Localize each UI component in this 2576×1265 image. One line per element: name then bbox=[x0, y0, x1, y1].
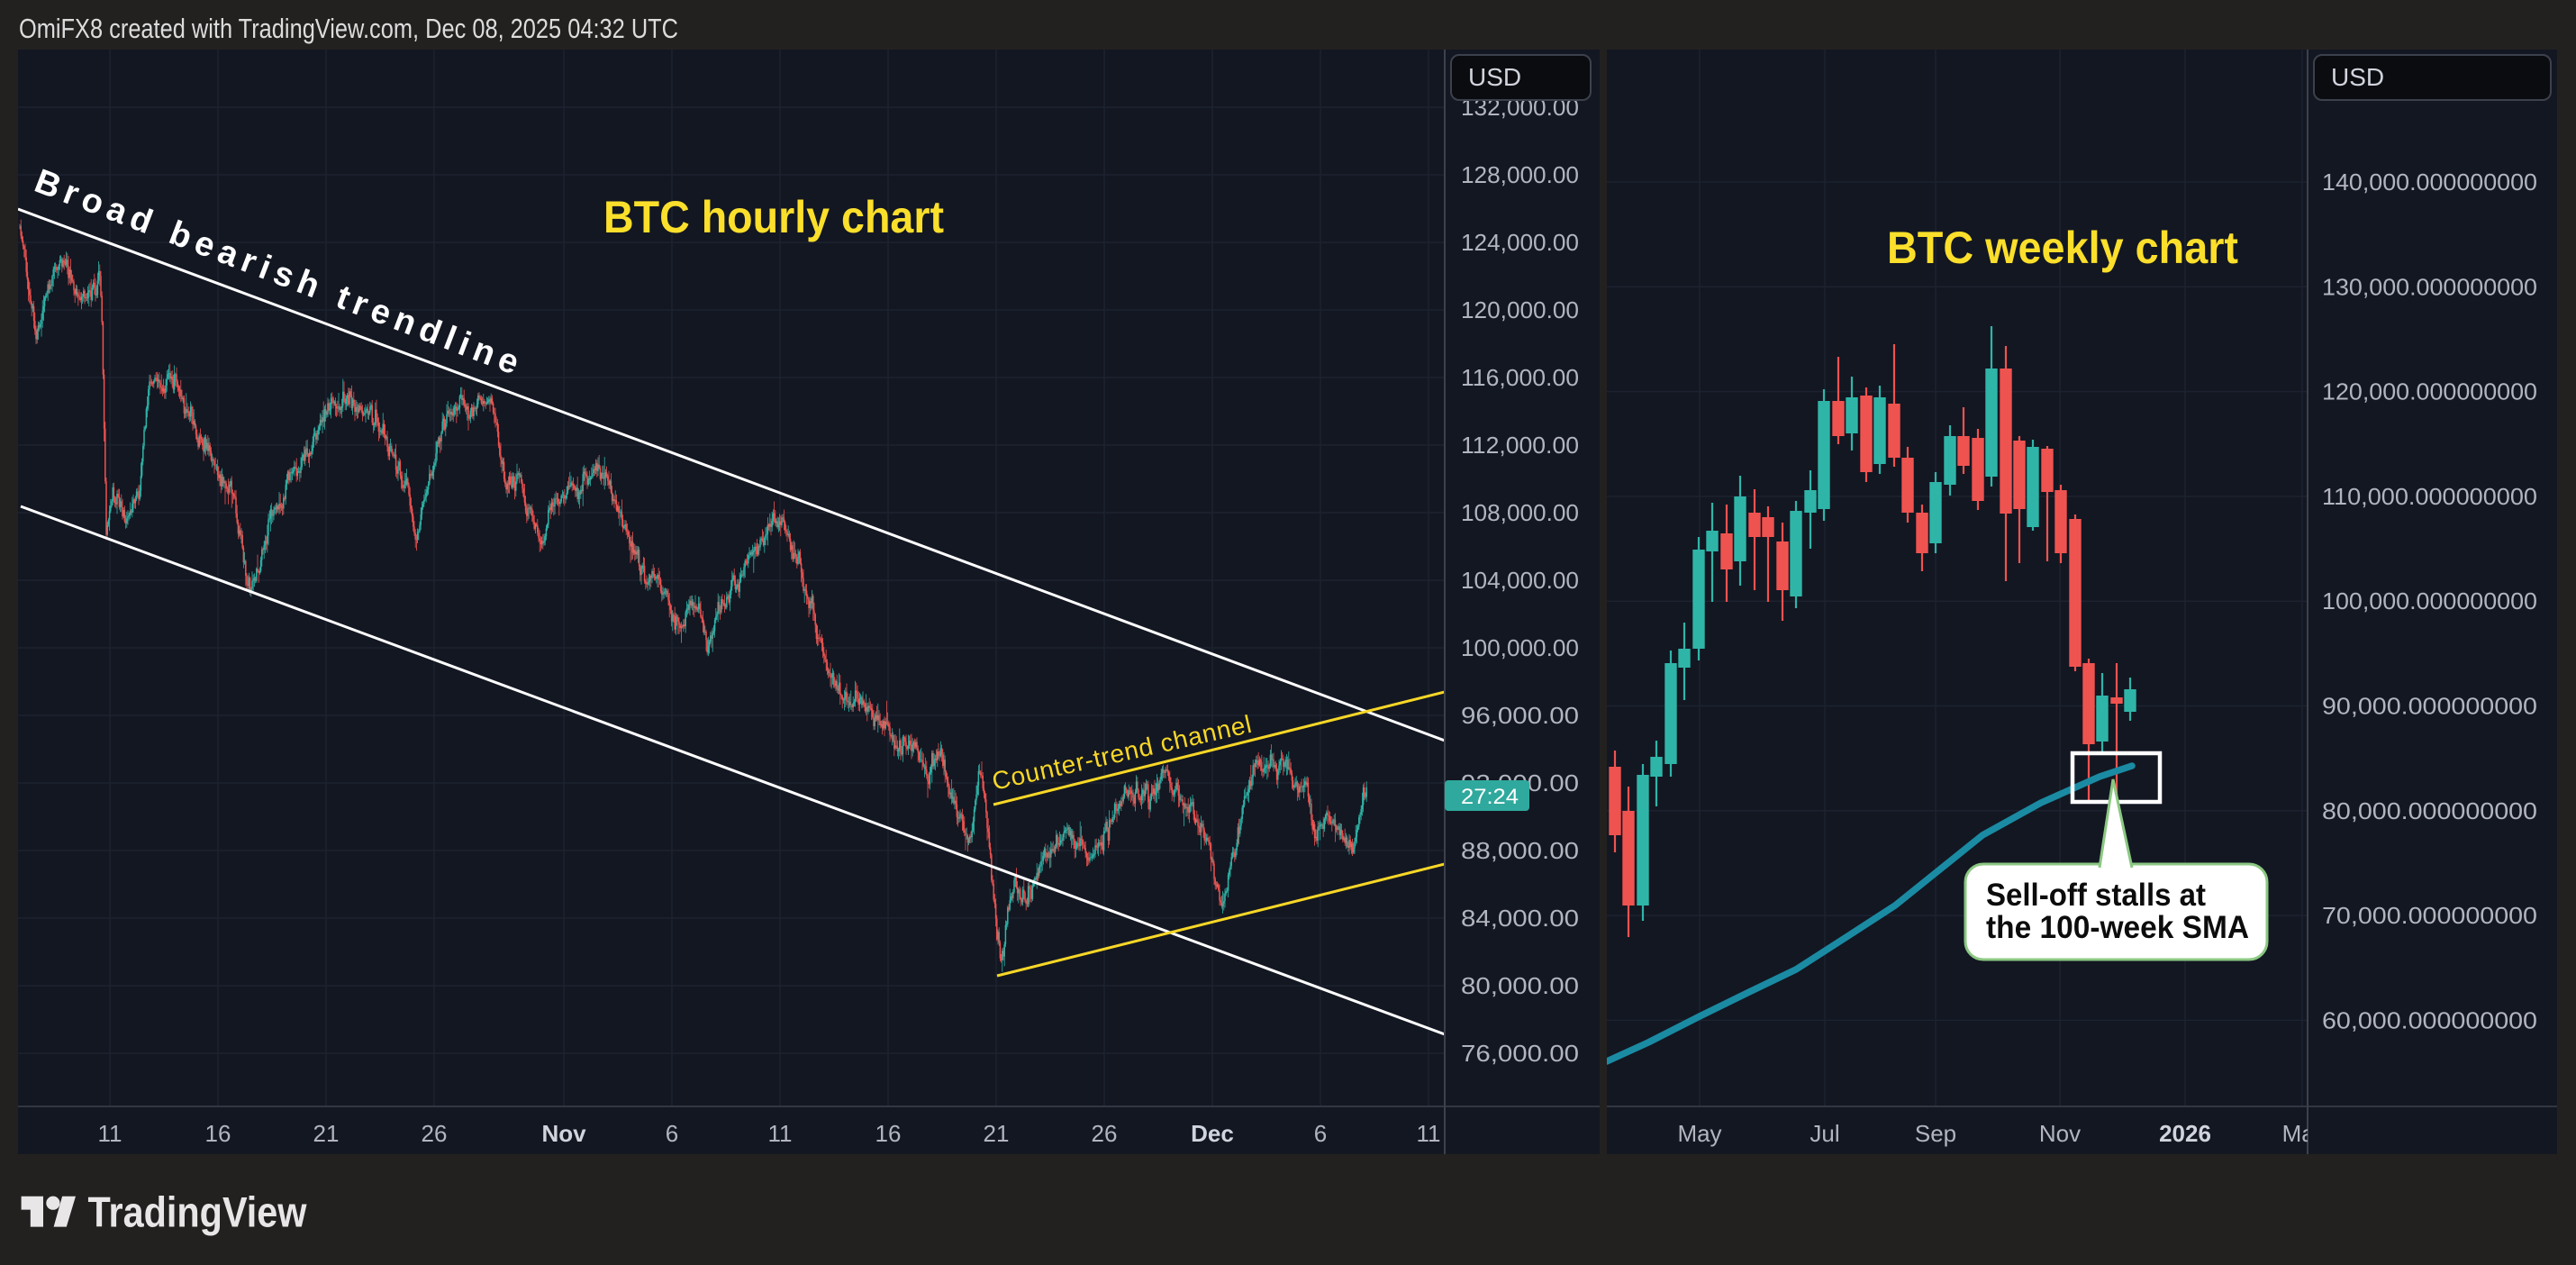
svg-text:OmiFX8 created with TradingVie: OmiFX8 created with TradingView.com, Dec… bbox=[19, 13, 678, 44]
svg-text:BTC hourly chart: BTC hourly chart bbox=[603, 192, 944, 242]
svg-text:90,000.000000000: 90,000.000000000 bbox=[2322, 693, 2537, 720]
svg-text:128,000.00: 128,000.00 bbox=[1461, 161, 1579, 188]
svg-text:110,000.000000000: 110,000.000000000 bbox=[2322, 483, 2537, 510]
svg-text:21: 21 bbox=[984, 1120, 1010, 1147]
svg-text:112,000.00: 112,000.00 bbox=[1461, 432, 1579, 459]
svg-text:6: 6 bbox=[1314, 1120, 1327, 1147]
svg-text:Mar: Mar bbox=[2282, 1120, 2323, 1147]
svg-text:70,000.000000000: 70,000.000000000 bbox=[2322, 902, 2537, 929]
svg-text:16: 16 bbox=[205, 1120, 231, 1147]
svg-text:96,000.00: 96,000.00 bbox=[1461, 702, 1579, 729]
svg-text:80,000.00: 80,000.00 bbox=[1461, 972, 1579, 999]
svg-text:Dec: Dec bbox=[1191, 1120, 1234, 1147]
svg-text:16: 16 bbox=[875, 1120, 902, 1147]
svg-text:11: 11 bbox=[1417, 1120, 1441, 1147]
svg-text:Nov: Nov bbox=[2039, 1120, 2081, 1147]
svg-text:2026: 2026 bbox=[2159, 1120, 2211, 1147]
svg-text:Sep: Sep bbox=[1915, 1120, 1956, 1147]
svg-text:Sell-off stalls at: Sell-off stalls at bbox=[1986, 878, 2206, 913]
svg-text:124,000.00: 124,000.00 bbox=[1461, 229, 1579, 256]
svg-text:80,000.000000000: 80,000.000000000 bbox=[2322, 797, 2537, 824]
svg-text:88,000.00: 88,000.00 bbox=[1461, 837, 1579, 864]
svg-text:120,000.000000000: 120,000.000000000 bbox=[2322, 378, 2537, 405]
svg-text:11: 11 bbox=[768, 1120, 793, 1147]
svg-text:108,000.00: 108,000.00 bbox=[1461, 499, 1579, 526]
svg-text:USD: USD bbox=[1468, 63, 1521, 91]
svg-text:116,000.00: 116,000.00 bbox=[1461, 364, 1579, 391]
svg-text:BTC weekly chart: BTC weekly chart bbox=[1887, 223, 2238, 273]
svg-text:6: 6 bbox=[666, 1120, 678, 1147]
svg-text:120,000.00: 120,000.00 bbox=[1461, 296, 1579, 323]
svg-text:60,000.000000000: 60,000.000000000 bbox=[2322, 1006, 2537, 1033]
svg-text:11: 11 bbox=[98, 1120, 122, 1147]
svg-text:TradingView: TradingView bbox=[88, 1188, 307, 1236]
svg-text:100,000.00: 100,000.00 bbox=[1461, 634, 1579, 661]
svg-text:21: 21 bbox=[313, 1120, 340, 1147]
svg-text:May: May bbox=[1677, 1120, 1721, 1147]
svg-text:26: 26 bbox=[422, 1120, 448, 1147]
svg-text:84,000.00: 84,000.00 bbox=[1461, 905, 1579, 932]
svg-text:130,000.000000000: 130,000.000000000 bbox=[2322, 273, 2537, 300]
svg-text:100,000.000000000: 100,000.000000000 bbox=[2322, 587, 2537, 614]
svg-text:the 100-week SMA: the 100-week SMA bbox=[1986, 910, 2249, 945]
svg-text:Nov: Nov bbox=[541, 1120, 586, 1147]
svg-text:USD: USD bbox=[2331, 63, 2384, 91]
svg-text:26: 26 bbox=[1092, 1120, 1118, 1147]
svg-text:76,000.00: 76,000.00 bbox=[1461, 1040, 1579, 1067]
svg-text:140,000.000000000: 140,000.000000000 bbox=[2322, 168, 2537, 196]
svg-text:Jul: Jul bbox=[1810, 1120, 1839, 1147]
svg-text:27:24: 27:24 bbox=[1461, 785, 1519, 809]
svg-text:104,000.00: 104,000.00 bbox=[1461, 567, 1579, 594]
